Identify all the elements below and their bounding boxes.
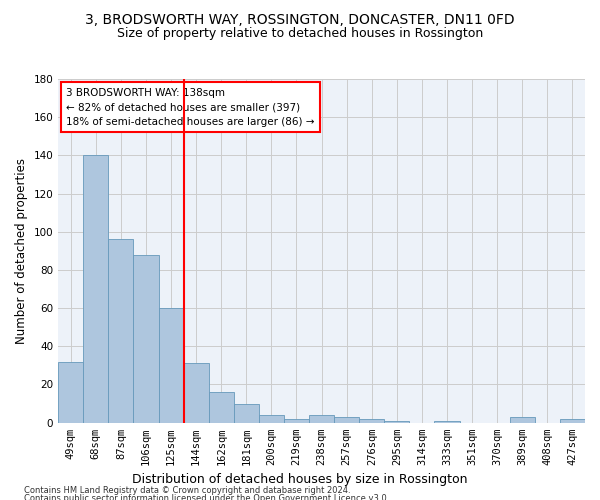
Bar [109, 240, 133, 422]
Bar [133, 254, 158, 422]
Text: Contains HM Land Registry data © Crown copyright and database right 2024.: Contains HM Land Registry data © Crown c… [24, 486, 350, 495]
Bar [434, 420, 460, 422]
Bar [510, 417, 535, 422]
Bar [334, 417, 359, 422]
Text: Size of property relative to detached houses in Rossington: Size of property relative to detached ho… [117, 28, 483, 40]
Bar [284, 419, 309, 422]
Bar [158, 308, 184, 422]
Bar [58, 362, 83, 422]
Bar [259, 415, 284, 422]
Bar [83, 156, 109, 422]
Bar [385, 420, 409, 422]
Text: Distribution of detached houses by size in Rossington: Distribution of detached houses by size … [132, 472, 468, 486]
Text: Contains public sector information licensed under the Open Government Licence v3: Contains public sector information licen… [24, 494, 389, 500]
Bar [309, 415, 334, 422]
Text: 3, BRODSWORTH WAY, ROSSINGTON, DONCASTER, DN11 0FD: 3, BRODSWORTH WAY, ROSSINGTON, DONCASTER… [85, 12, 515, 26]
Bar [234, 404, 259, 422]
Bar [359, 419, 385, 422]
Bar [184, 364, 209, 422]
Bar [209, 392, 234, 422]
Bar [560, 419, 585, 422]
Y-axis label: Number of detached properties: Number of detached properties [15, 158, 28, 344]
Text: 3 BRODSWORTH WAY: 138sqm
← 82% of detached houses are smaller (397)
18% of semi-: 3 BRODSWORTH WAY: 138sqm ← 82% of detach… [66, 88, 314, 127]
